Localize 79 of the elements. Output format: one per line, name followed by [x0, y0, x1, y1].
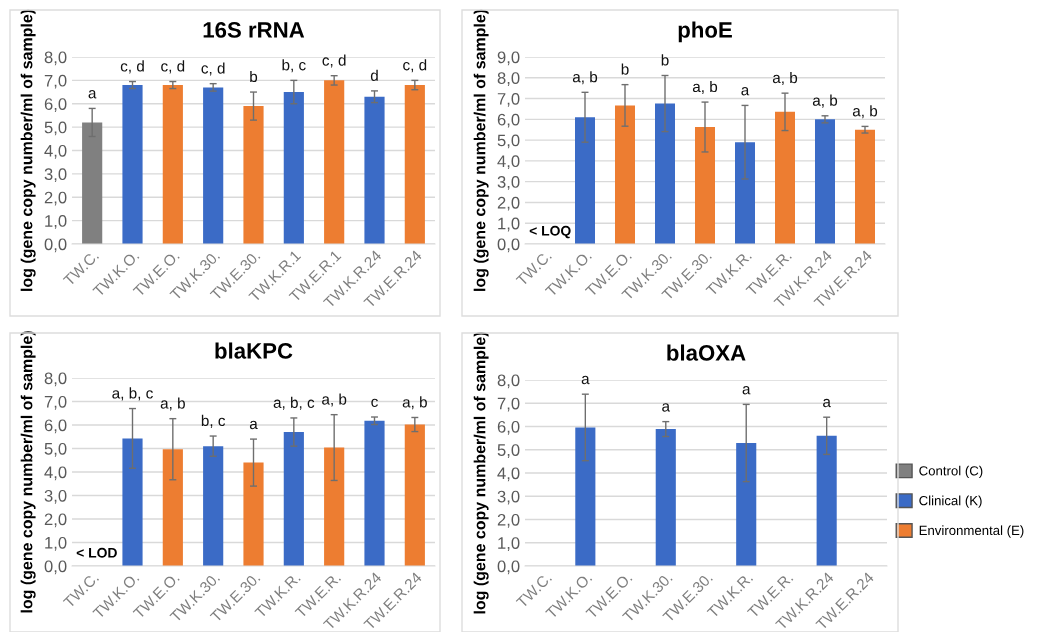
- annotation: < LOQ: [529, 225, 571, 239]
- data-label: a, b: [402, 396, 427, 410]
- y-tick-label: 1,0: [45, 536, 67, 551]
- y-tick-label: 7,0: [44, 74, 67, 89]
- y-tick-label: 3,0: [44, 489, 67, 504]
- y-tick-label: 5,0: [44, 121, 67, 136]
- y-tick-label: 2,0: [497, 196, 520, 211]
- data-label: a: [249, 420, 258, 430]
- y-tick-label: 4,0: [497, 155, 520, 170]
- legend-label: Control (C): [919, 465, 983, 479]
- data-label: a, b: [322, 393, 347, 407]
- y-axis-title: log (gene copy number/ml of sample): [473, 332, 489, 614]
- annotation: < LOD: [76, 547, 117, 558]
- y-tick-label: 7,0: [497, 92, 520, 107]
- data-label: a, b: [692, 80, 718, 94]
- y-tick-label: 9,0: [497, 51, 520, 66]
- y-tick-label: 0,0: [497, 560, 520, 575]
- y-tick-label: 5,0: [497, 134, 520, 149]
- legend-label: Clinical (K): [919, 495, 982, 508]
- y-tick-label: 5,0: [497, 444, 520, 458]
- data-label: a, b: [160, 397, 185, 411]
- y-tick-label: 3,0: [497, 490, 520, 505]
- chart-title: 16S rRNA: [203, 22, 305, 38]
- y-tick-label: 7,0: [44, 395, 67, 410]
- y-tick-label: 1,0: [498, 217, 520, 232]
- y-axis-title: log (gene copy number/ml of sample): [20, 9, 36, 291]
- data-label: c, d: [161, 60, 185, 74]
- y-tick-label: 8,0: [44, 51, 67, 66]
- y-tick-label: 8,0: [497, 72, 520, 86]
- data-label: c, d: [120, 60, 144, 74]
- data-label: a, b, c: [273, 396, 315, 410]
- data-label: b, c: [201, 414, 226, 428]
- data-label: a, b: [852, 105, 878, 119]
- data-label: c: [371, 398, 378, 408]
- data-label: c, d: [322, 54, 346, 68]
- y-tick-label: 2,0: [44, 191, 67, 206]
- data-label: a: [88, 90, 97, 99]
- data-label: b: [621, 63, 629, 75]
- data-label: a: [741, 87, 750, 96]
- y-tick-label: 3,0: [497, 176, 520, 190]
- y-tick-label: 6,0: [497, 113, 520, 128]
- data-label: b: [661, 54, 669, 66]
- data-label: a, b: [812, 94, 838, 108]
- y-tick-label: 6,0: [44, 98, 67, 112]
- y-tick-label: 4,0: [497, 467, 520, 482]
- y-tick-label: 5,0: [44, 442, 67, 457]
- y-tick-label: 7,0: [497, 397, 520, 412]
- data-label: a: [823, 398, 831, 408]
- data-label: b: [250, 70, 258, 83]
- y-tick-label: 4,0: [44, 144, 67, 159]
- data-label: c, d: [403, 59, 427, 73]
- data-label: d: [370, 69, 378, 81]
- chart-title: phoE: [678, 21, 732, 43]
- data-label: a, b: [772, 71, 798, 85]
- y-tick-label: 4,0: [44, 466, 67, 481]
- data-label: a: [742, 386, 751, 395]
- chart-title: blaKPC: [215, 342, 293, 359]
- y-tick-label: 1,0: [45, 215, 67, 229]
- y-tick-label: 6,0: [44, 419, 67, 434]
- y-tick-label: 8,0: [44, 372, 67, 387]
- y-axis-title: log (gene copy number/ml of sample): [20, 331, 36, 613]
- data-label: a, b, c: [112, 387, 153, 401]
- data-label: b, c: [282, 59, 306, 73]
- y-tick-label: 0,0: [44, 238, 67, 253]
- y-tick-label: 3,0: [44, 168, 67, 183]
- y-tick-label: 1,0: [498, 537, 520, 551]
- y-tick-label: 0,0: [44, 560, 67, 575]
- y-axis-title: log (gene copy number/ml of sample): [473, 9, 489, 291]
- chart-title: blaOXA: [667, 344, 746, 361]
- data-label: c, d: [201, 62, 225, 76]
- y-tick-label: 6,0: [497, 420, 520, 435]
- y-tick-label: 2,0: [497, 513, 520, 528]
- y-tick-label: 0,0: [497, 238, 520, 253]
- data-label: a: [581, 375, 590, 385]
- data-label: a: [662, 403, 671, 412]
- y-tick-label: 8,0: [497, 374, 520, 389]
- y-tick-label: 2,0: [44, 513, 67, 528]
- data-label: a, b: [572, 71, 598, 85]
- legend-label: Environmental (E): [919, 525, 1024, 538]
